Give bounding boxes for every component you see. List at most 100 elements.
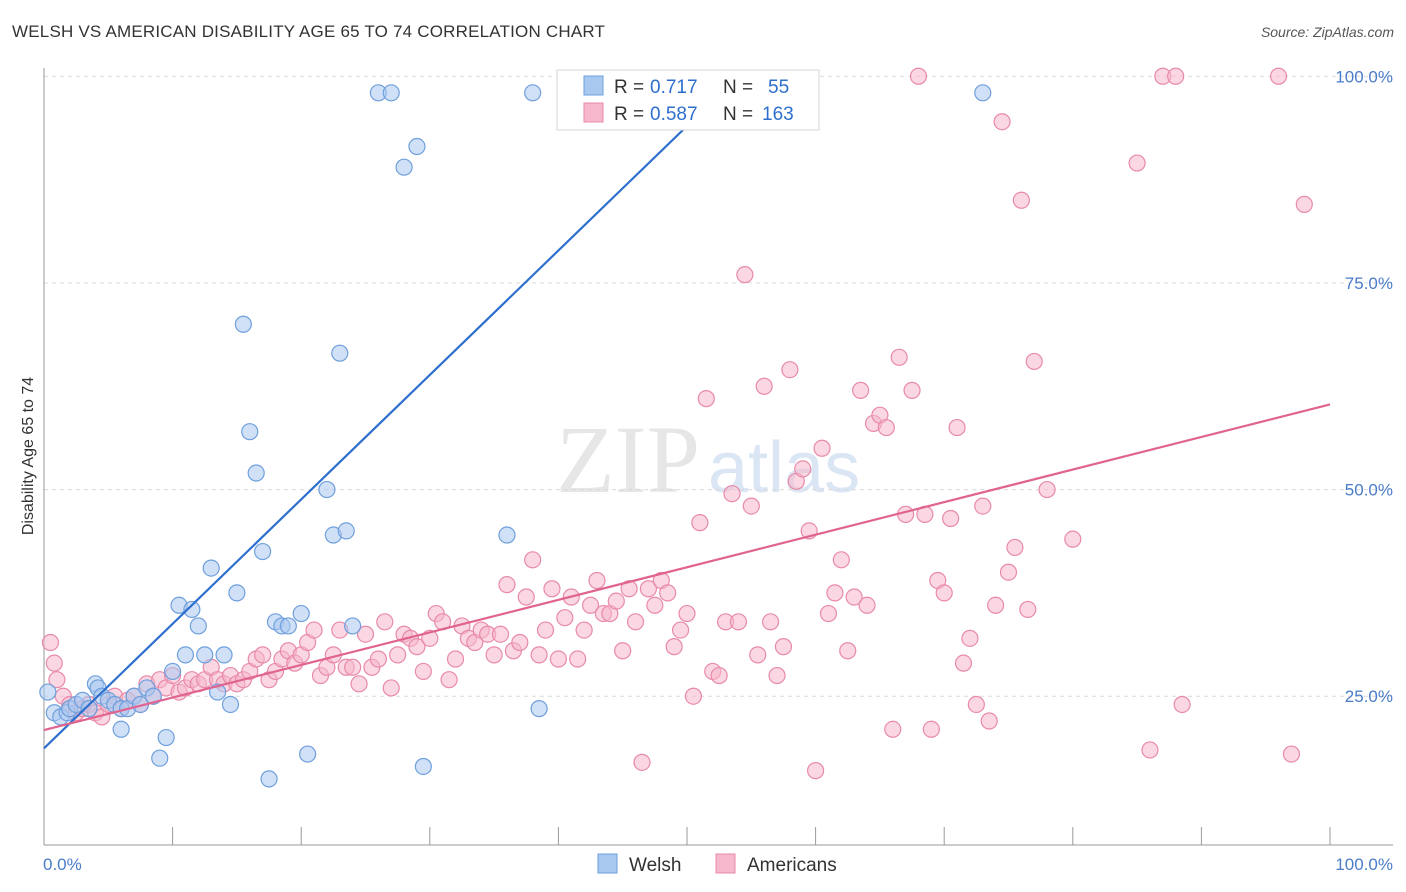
welsh-point — [299, 745, 317, 763]
americans-point — [774, 638, 793, 656]
americans-point — [389, 646, 407, 664]
americans-point — [517, 588, 535, 606]
americans-point — [665, 638, 683, 656]
americans-point — [903, 381, 921, 399]
americans-point — [549, 650, 568, 668]
americans-point — [794, 460, 812, 478]
americans-point — [569, 650, 587, 668]
y-tick-label: 100.0% — [1335, 67, 1393, 86]
americans-point — [530, 646, 548, 664]
welsh-point — [183, 600, 201, 619]
welsh-point — [215, 646, 233, 664]
americans-point — [1295, 195, 1313, 213]
legend-welsh-label: Welsh — [629, 855, 681, 876]
americans-point — [813, 439, 831, 457]
welsh-point — [151, 749, 169, 767]
welsh-point — [144, 687, 162, 705]
welsh-n-label: N = — [723, 77, 753, 98]
americans-point — [581, 596, 600, 614]
americans-point — [646, 596, 664, 614]
chart-title: WELSH VS AMERICAN DISABILITY AGE 65 TO 7… — [12, 22, 606, 41]
americans-point — [678, 604, 696, 623]
americans-point — [369, 650, 387, 668]
welsh-point — [382, 84, 400, 102]
americans-point — [254, 646, 272, 664]
americans-point — [376, 613, 394, 631]
welsh-point — [176, 646, 195, 664]
welsh-trend-line — [43, 75, 740, 750]
americans-point — [440, 671, 458, 689]
americans-point — [761, 613, 780, 631]
welsh-point — [974, 84, 992, 102]
legend-americans-label: Americans — [747, 855, 837, 876]
grid-lines — [44, 75, 1393, 697]
americans-point — [890, 348, 908, 366]
y-tick-labels: 25.0% 50.0% 75.0% 100.0% — [1335, 67, 1393, 706]
welsh-point — [530, 700, 548, 718]
americans-point — [980, 712, 998, 730]
welsh-point — [414, 757, 432, 776]
americans-point — [607, 592, 625, 610]
americans-trend-line — [43, 403, 1331, 732]
welsh-point — [241, 423, 259, 441]
americans-point — [729, 613, 748, 631]
americans-point — [742, 497, 760, 515]
americans-point — [305, 621, 323, 639]
americans-point — [781, 361, 799, 379]
americans-point — [671, 621, 690, 639]
americans-point — [942, 509, 960, 528]
americans-point — [954, 654, 973, 672]
welsh-point — [254, 542, 272, 561]
americans-point — [45, 654, 63, 672]
americans-r-label: R = — [614, 104, 644, 125]
americans-point — [1282, 745, 1301, 763]
americans-point — [697, 390, 715, 408]
americans-point — [909, 67, 928, 85]
americans-n-value: 163 — [762, 104, 794, 125]
welsh-point — [498, 526, 516, 544]
trend-lines — [43, 75, 1331, 750]
americans-point — [1167, 67, 1185, 85]
welsh-point — [279, 617, 297, 635]
americans-point — [1128, 154, 1146, 172]
watermark-zip: ZIP — [556, 406, 700, 513]
y-tick-label: 25.0% — [1345, 687, 1393, 706]
americans-point — [1012, 191, 1030, 209]
welsh-point — [189, 617, 207, 635]
americans-point — [614, 642, 632, 660]
welsh-point — [318, 480, 336, 499]
welsh-point — [247, 464, 265, 482]
x-tick-max: 100.0% — [1335, 855, 1393, 874]
americans-point — [1064, 530, 1082, 548]
y-axis-label: Disability Age 65 to 74 — [20, 377, 37, 535]
legend: Welsh Americans — [597, 853, 837, 876]
americans-point — [356, 625, 375, 643]
welsh-point — [260, 770, 278, 788]
welsh-n-value: 55 — [768, 77, 789, 98]
americans-point — [961, 629, 979, 647]
americans-point — [858, 596, 876, 614]
legend-americans-swatch — [715, 853, 736, 874]
americans-point — [626, 613, 645, 631]
welsh-point — [228, 584, 246, 602]
americans-point — [684, 687, 703, 705]
welsh-r-label: R = — [614, 77, 644, 98]
welsh-point — [112, 720, 130, 738]
americans-point — [723, 485, 741, 503]
welsh-point — [395, 158, 413, 176]
americans-point — [1019, 600, 1037, 619]
americans-point — [524, 551, 542, 569]
welsh-point — [196, 646, 214, 664]
welsh-point — [337, 522, 355, 540]
americans-point — [755, 377, 773, 395]
americans-r-value: 0.587 — [650, 104, 698, 125]
y-tick-label: 50.0% — [1345, 481, 1393, 500]
americans-point — [922, 720, 940, 738]
americans-point — [491, 625, 510, 643]
americans-point — [511, 633, 529, 652]
americans-point — [543, 580, 561, 598]
americans-point — [344, 658, 362, 676]
americans-point — [556, 609, 574, 627]
americans-point — [575, 621, 593, 639]
